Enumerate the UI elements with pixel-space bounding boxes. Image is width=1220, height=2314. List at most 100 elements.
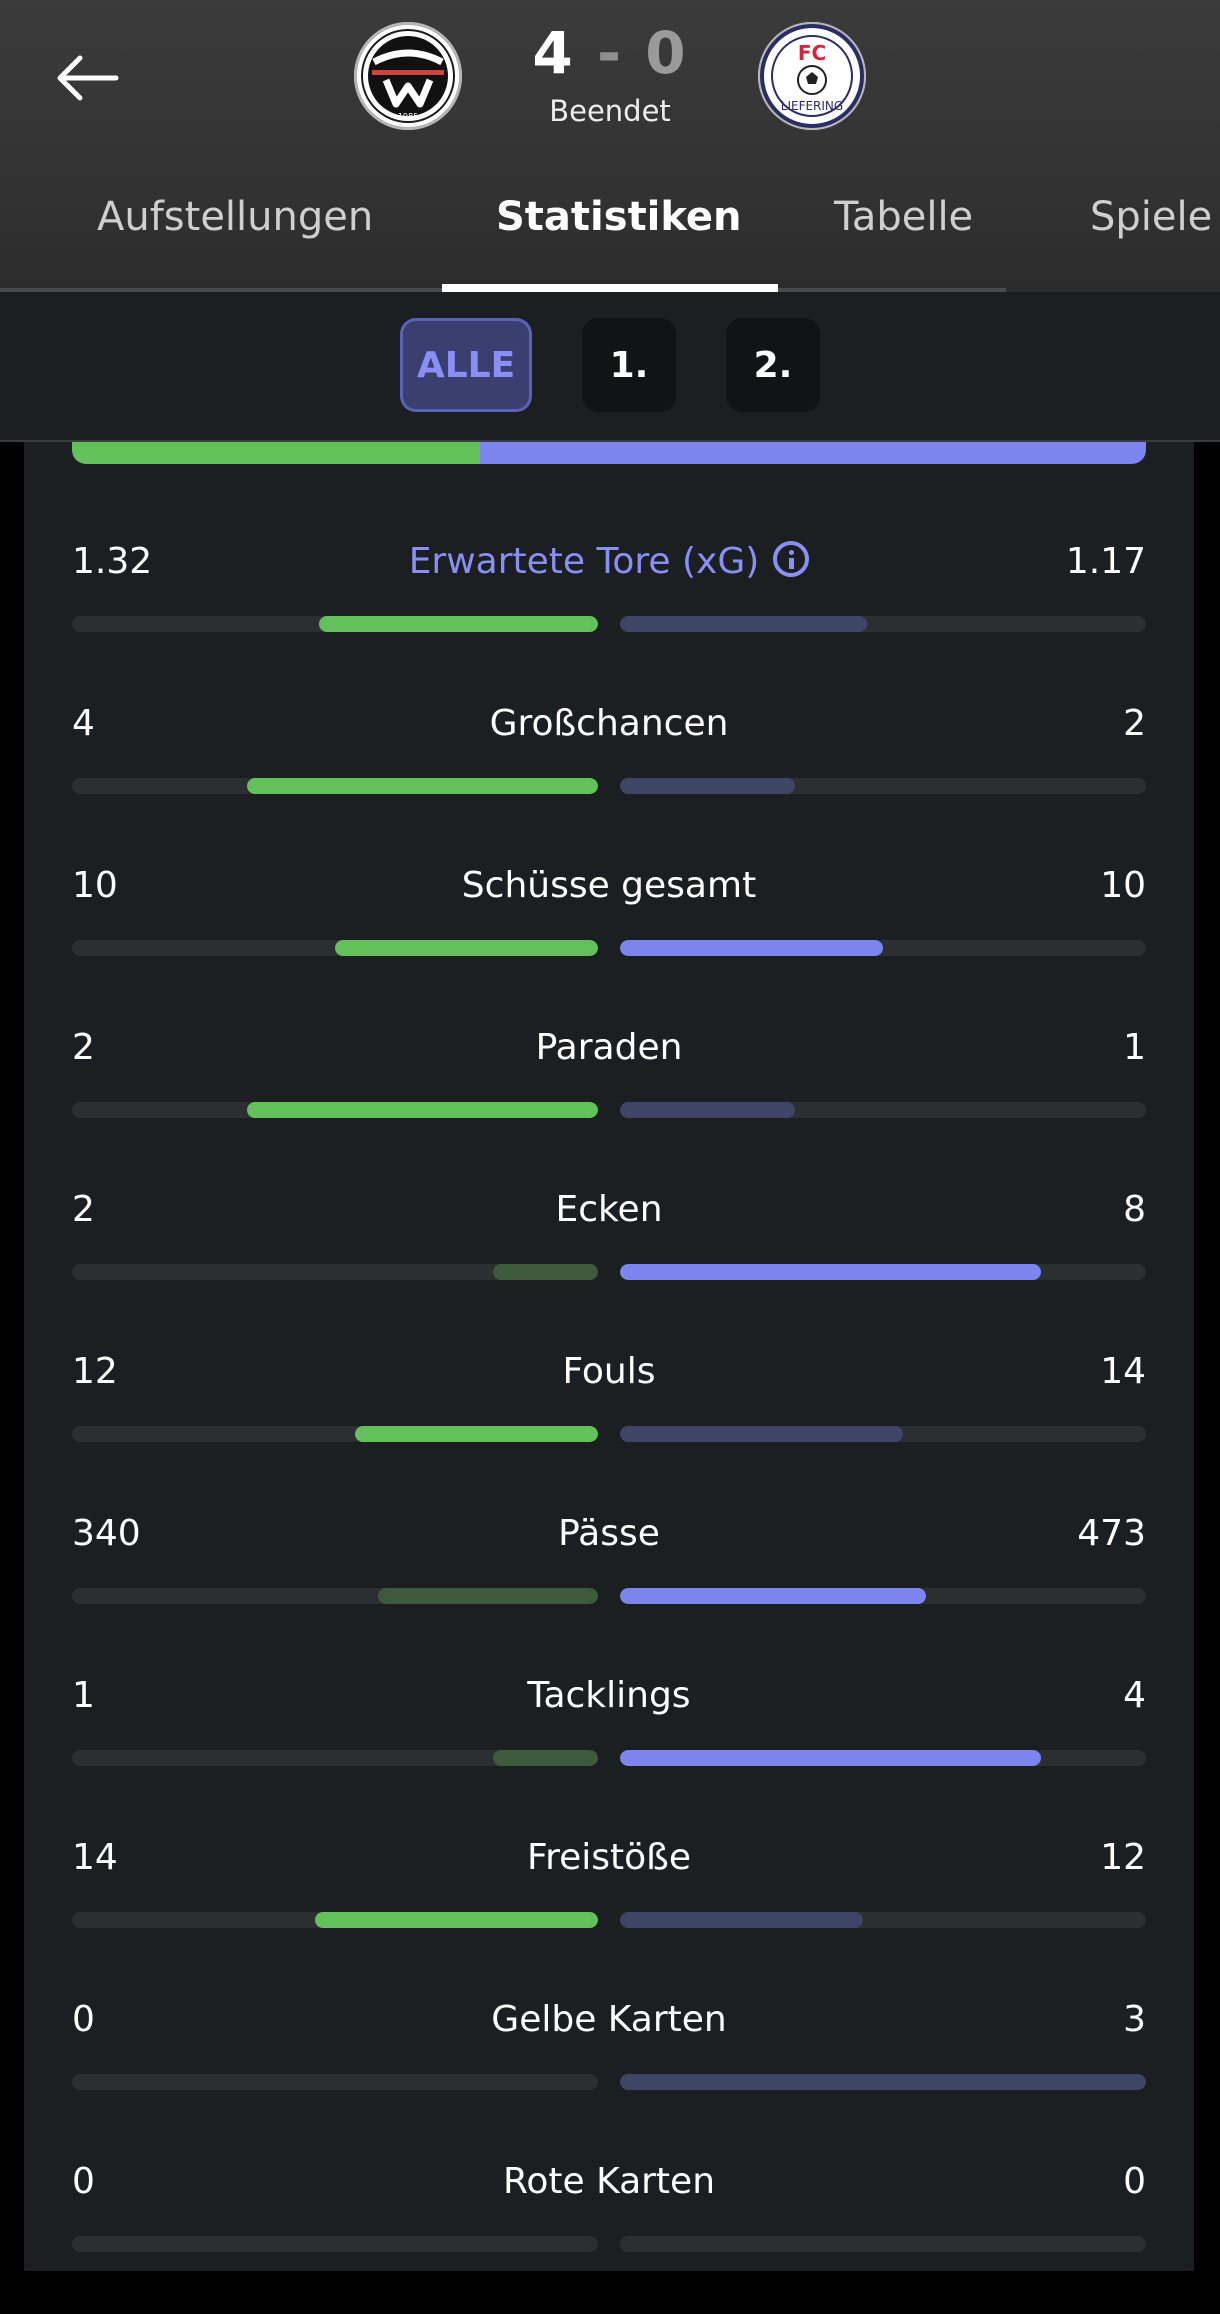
stat-home-track (72, 1588, 598, 1604)
stat-label-text: Rote Karten (502, 2161, 716, 2202)
stat-away-value: 0 (1123, 2161, 1146, 2202)
match-header: 1985 4 - 0 Beendet FC LIEFERING Aufstell… (0, 0, 1220, 292)
stat-home-value: 1 (72, 1675, 95, 1716)
stat-label-text: Erwartete Tore (xG) (408, 541, 760, 582)
stat-row: 340 Pässe 473 (72, 1504, 1146, 1666)
stat-away-track (620, 2236, 1146, 2252)
possession-away (480, 442, 1146, 464)
away-team-crest[interactable]: FC LIEFERING (758, 22, 866, 130)
stat-row: 1.32 Erwartete Tore (xG) 1.17 (72, 532, 1146, 694)
tab-statistics[interactable]: Statistiken (496, 194, 742, 240)
stat-away-value: 14 (1100, 1351, 1146, 1392)
tab-bar: Aufstellungen Statistiken Tabelle Spiele (0, 180, 1220, 292)
stat-away-bar (620, 2074, 1146, 2090)
stat-home-bar (492, 1750, 598, 1766)
stat-home-track (72, 1264, 598, 1280)
stat-away-bar (620, 1750, 1041, 1766)
score-separator: - (596, 19, 624, 87)
stat-away-track (620, 1264, 1146, 1280)
stat-away-bar (620, 1102, 796, 1118)
stat-label: Ecken (72, 1180, 1146, 1240)
stat-row: 1 Tacklings 4 (72, 1666, 1146, 1828)
stat-label: Fouls (72, 1342, 1146, 1402)
stat-home-value: 12 (72, 1351, 118, 1392)
stat-away-track (620, 1750, 1146, 1766)
stat-label-text: Pässe (558, 1513, 660, 1554)
stat-home-value: 14 (72, 1837, 118, 1878)
stat-label-text: Tacklings (527, 1675, 691, 1716)
stat-away-track (620, 778, 1146, 794)
home-crest-year: 1985 (398, 112, 418, 121)
stat-row: 0 Rote Karten 0 (72, 2152, 1146, 2314)
stat-home-bar (247, 778, 598, 794)
stat-away-value: 1.17 (1065, 541, 1146, 582)
stat-row: 12 Fouls 14 (72, 1342, 1146, 1504)
filter-second-half[interactable]: 2. (726, 318, 820, 412)
stat-label-text: Gelbe Karten (491, 1999, 727, 2040)
match-score: 4 - 0 (520, 18, 700, 88)
stat-row: 4 Großchancen 2 (72, 694, 1146, 856)
stat-away-value: 8 (1123, 1189, 1146, 1230)
stat-label: Pässe (72, 1504, 1146, 1564)
stat-home-value: 0 (72, 1999, 95, 2040)
stat-home-value: 10 (72, 865, 118, 906)
stat-home-value: 4 (72, 703, 95, 744)
stat-row: 10 Schüsse gesamt 10 (72, 856, 1146, 1018)
away-crest-name: LIEFERING (781, 99, 843, 113)
stat-away-value: 12 (1100, 1837, 1146, 1878)
possession-bar (72, 442, 1146, 464)
stat-label-text: Schüsse gesamt (461, 865, 757, 906)
tab-table[interactable]: Tabelle (834, 194, 974, 240)
possession-home (72, 442, 481, 464)
stat-away-bar (620, 1912, 863, 1928)
filter-all[interactable]: ALLE (400, 318, 532, 412)
stat-row: 14 Freistöße 12 (72, 1828, 1146, 1990)
stat-home-value: 2 (72, 1189, 95, 1230)
stat-home-value: 340 (72, 1513, 141, 1554)
stat-home-track (72, 778, 598, 794)
stat-home-track (72, 2236, 598, 2252)
stat-away-bar (620, 778, 796, 794)
stat-away-value: 1 (1123, 1027, 1146, 1068)
stat-away-bar (620, 940, 883, 956)
stat-row: 2 Ecken 8 (72, 1180, 1146, 1342)
stat-row: 2 Paraden 1 (72, 1018, 1146, 1180)
stat-away-value: 10 (1100, 865, 1146, 906)
tab-lineups[interactable]: Aufstellungen (97, 194, 374, 240)
tab-matches[interactable]: Spiele (1090, 194, 1213, 240)
stat-away-bar (620, 616, 868, 632)
stat-away-track (620, 2074, 1146, 2090)
active-tab-indicator (442, 284, 778, 292)
stat-away-bar (620, 1264, 1041, 1280)
stat-away-value: 2 (1123, 703, 1146, 744)
info-icon[interactable] (773, 541, 810, 577)
stat-label: Großchancen (72, 694, 1146, 754)
home-team-crest[interactable]: 1985 (354, 22, 462, 130)
stat-home-bar (315, 1912, 598, 1928)
stat-away-value: 473 (1077, 1513, 1146, 1554)
period-filter-bar: ALLE 1. 2. (0, 292, 1220, 442)
stat-home-track (72, 2074, 598, 2090)
stat-label-text: Großchancen (489, 703, 729, 744)
stat-home-bar (355, 1426, 598, 1442)
stat-away-bar (620, 1588, 927, 1604)
stat-label: Freistöße (72, 1828, 1146, 1888)
match-status: Beendet (549, 94, 671, 128)
stat-row: 0 Gelbe Karten 3 (72, 1990, 1146, 2152)
stat-away-track (620, 940, 1146, 956)
stat-home-value: 0 (72, 2161, 95, 2202)
stat-home-bar (378, 1588, 598, 1604)
back-arrow-icon[interactable] (46, 36, 130, 120)
stat-label[interactable]: Erwartete Tore (xG) (72, 532, 1146, 592)
stat-home-value: 2 (72, 1027, 95, 1068)
stat-home-bar (319, 616, 598, 632)
stats-panel: 1.32 Erwartete Tore (xG) 1.17 4 Großchancen 2… (24, 442, 1194, 2271)
stat-label: Gelbe Karten (72, 1990, 1146, 2050)
filter-first-half[interactable]: 1. (582, 318, 676, 412)
stat-home-bar (247, 1102, 598, 1118)
stat-away-bar (620, 1426, 903, 1442)
stat-home-bar (335, 940, 598, 956)
stat-label-text: Fouls (562, 1351, 656, 1392)
stat-home-track (72, 1102, 598, 1118)
stat-label: Schüsse gesamt (72, 856, 1146, 916)
